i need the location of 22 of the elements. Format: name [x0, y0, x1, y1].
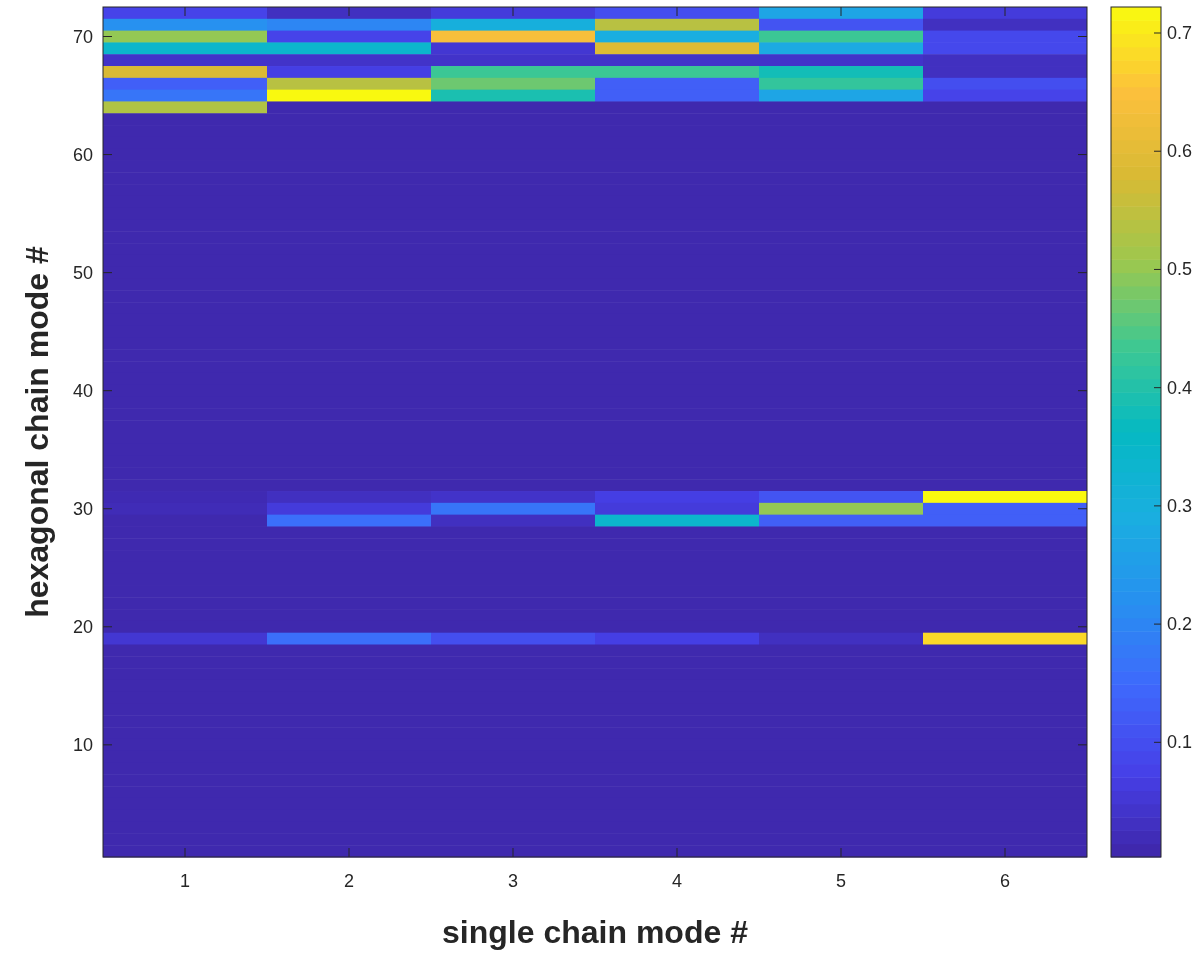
x-tick-label: 3	[507, 871, 519, 891]
x-tick-label: 1	[179, 871, 191, 891]
color-bar-label: 0.3	[1167, 495, 1193, 516]
color-bar-label: 0.2	[1167, 614, 1193, 635]
color-bar-label: 0.6	[1167, 141, 1193, 162]
color-bar-label: 0.4	[1167, 377, 1193, 398]
y-tick-label: 40	[72, 380, 93, 401]
x-tick-label: 4	[671, 871, 683, 891]
x-tick-label: 6	[999, 871, 1011, 891]
y-tick-label: 60	[72, 144, 93, 165]
y-tick-label: 70	[72, 26, 93, 47]
y-tick-label: 50	[72, 262, 93, 283]
color-bar-label: 0.1	[1167, 732, 1193, 753]
color-bar-label: 0.5	[1167, 259, 1193, 280]
color-bar-label: 0.7	[1167, 23, 1193, 44]
y-tick-label: 10	[72, 734, 93, 755]
x-tick-label: 2	[343, 871, 355, 891]
x-axis-title: single chain mode #	[442, 914, 749, 950]
x-tick-label: 5	[835, 871, 847, 891]
y-axis-title: hexagonal chain mode #	[19, 245, 55, 618]
y-tick-label: 20	[72, 616, 93, 637]
y-tick-label: 30	[72, 498, 93, 519]
